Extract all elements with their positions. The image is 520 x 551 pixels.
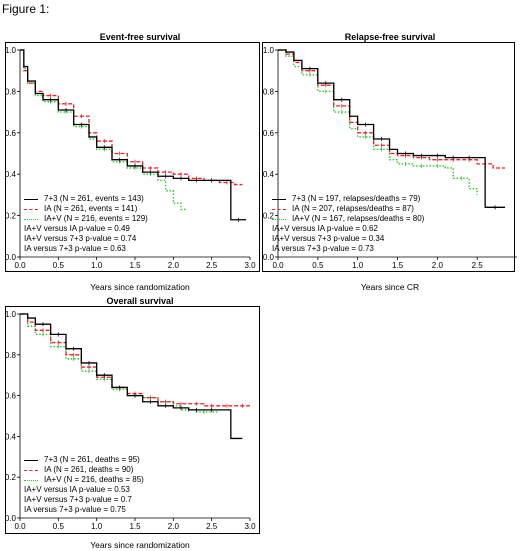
plot-frame	[5, 42, 260, 272]
legend-item-ia-v: IA+V (N = 167, relapses/deaths = 80)	[272, 214, 424, 224]
plot-frame	[262, 42, 515, 272]
y-tick-label: 0.2	[5, 212, 17, 221]
legend-line-dotted	[24, 479, 38, 481]
legend: 7+3 (N = 261, events = 143) IA (N = 261,…	[24, 194, 148, 254]
p-value-text: IA versus 7+3 p-value = 0.73	[272, 244, 374, 253]
plot-frame	[5, 306, 260, 534]
legend-label: IA+V (N = 216, events = 129)	[44, 214, 148, 223]
legend-item-7-3: 7+3 (N = 197, relapses/deaths = 79)	[272, 194, 424, 204]
x-axis-label: Years since CR	[360, 282, 420, 292]
y-tick-label: 0.0	[5, 253, 17, 262]
legend-label: IA+V (N = 167, relapses/deaths = 80)	[292, 214, 425, 223]
y-tick-label: 0.6	[5, 129, 17, 138]
p-value-text: IA versus 7+3 p-value = 0.75	[24, 505, 126, 514]
km-curve-ia-v	[20, 49, 186, 212]
km-curve-ia	[20, 49, 243, 186]
x-tick-label: 2.0	[168, 522, 180, 531]
legend-line-dotted	[24, 218, 38, 220]
p-value-text: IA+V versus IA p-value = 0.62	[272, 224, 378, 233]
legend-item-7-3: 7+3 (N = 261, deaths = 95)	[24, 455, 144, 465]
y-tick-label: 0.0	[263, 253, 275, 262]
y-tick-label: 0.4	[263, 170, 275, 179]
x-tick-label: 2.0	[168, 261, 180, 270]
p-value-text: IA+V versus 7+3 p-value = 0.7	[24, 495, 132, 504]
p-value-text: IA+V versus IA p-value = 0.49	[24, 224, 130, 233]
x-tick-label: 1.0	[91, 522, 103, 531]
x-tick-label: 3.0	[244, 522, 256, 531]
legend-item-ia: IA (N = 207, relapses/deaths = 87)	[272, 204, 424, 214]
legend-label: 7+3 (N = 261, events = 143)	[44, 194, 144, 203]
p-value-text: IA versus 7+3 p-value = 0.63	[24, 244, 126, 253]
legend-label: 7+3 (N = 197, relapses/deaths = 79)	[292, 194, 421, 203]
x-tick-label: 2.5	[472, 261, 484, 270]
legend-line-solid	[24, 198, 38, 200]
km-curve-ia	[278, 49, 506, 169]
y-tick-label: 0.8	[263, 87, 275, 96]
x-tick-label: 0.5	[312, 261, 324, 270]
y-tick-label: 0.8	[5, 87, 17, 96]
x-tick-label: 2.0	[432, 261, 444, 270]
x-tick-label: 1.5	[392, 261, 404, 270]
legend-item-ia: IA (N = 261, events = 141)	[24, 204, 148, 214]
y-tick-label: 0.4	[5, 170, 17, 179]
legend-label: 7+3 (N = 261, deaths = 95)	[44, 455, 140, 464]
legend-item-ia-v: IA+V (N = 216, deaths = 85)	[24, 475, 144, 485]
legend-item-7-3: 7+3 (N = 261, events = 143)	[24, 194, 148, 204]
y-tick-label: 0.8	[5, 351, 17, 360]
km-plot-event-free: 0.0 0.2 0.4 0.6 0.8 1.0 0.0 0.5 1.0 1.5 2.0 2.5 3.0	[5, 46, 256, 270]
legend-label: IA (N = 207, relapses/deaths = 87)	[292, 204, 414, 213]
x-tick-label: 3.0	[244, 261, 256, 270]
x-axis-label: Years since randomization	[90, 282, 190, 292]
y-tick-label: 0.0	[5, 514, 17, 523]
p-value-text: IA+V versus IA p-value = 0.53	[24, 485, 130, 494]
y-tick-label: 1.0	[263, 46, 275, 55]
x-tick-label: 0.5	[53, 261, 65, 270]
legend-label: IA (N = 261, events = 141)	[44, 204, 138, 213]
legend-line-dashed	[272, 208, 286, 210]
y-tick-label: 0.4	[5, 432, 17, 441]
x-tick-label: 1.0	[91, 261, 103, 270]
legend-label: IA (N = 261, deaths = 90)	[44, 465, 134, 474]
panel-title: Event-free survival	[99, 32, 181, 42]
y-tick-label: 0.6	[263, 129, 275, 138]
legend: 7+3 (N = 261, deaths = 95) IA (N = 261, …	[24, 455, 144, 515]
x-tick-label: 0.5	[53, 522, 65, 531]
y-tick-label: 1.0	[5, 46, 17, 55]
km-plot-relapse-free: 0.0 0.2 0.4 0.6 0.8 1.0 0.0 0.5 1.0 1.5 2.0 2.5	[263, 46, 517, 270]
legend-line-dotted	[272, 218, 286, 220]
legend: 7+3 (N = 197, relapses/deaths = 79) IA (…	[272, 194, 424, 254]
km-curve-ia-v	[20, 313, 220, 413]
x-tick-label: 2.5	[206, 261, 218, 270]
y-tick-label: 0.6	[5, 392, 17, 401]
legend-label: IA+V (N = 216, deaths = 85)	[44, 475, 144, 484]
x-tick-label: 1.0	[352, 261, 364, 270]
x-axis-label: Years since randomization	[90, 540, 190, 550]
x-tick-label: 1.5	[129, 261, 141, 270]
x-tick-label: 0.0	[14, 522, 26, 531]
p-value-text: IA+V versus 7+3 p-value = 0.34	[272, 234, 385, 243]
km-curve-ia-v	[278, 49, 478, 195]
legend-item-ia: IA (N = 261, deaths = 90)	[24, 465, 144, 475]
km-plot-overall: 0.0 0.2 0.4 0.6 0.8 1.0 0.0 0.5 1.0 1.5 2.0 2.5 3.0	[5, 310, 256, 531]
y-tick-label: 1.0	[5, 310, 17, 319]
x-tick-label: 0.0	[272, 261, 284, 270]
legend-line-solid	[272, 198, 286, 200]
x-tick-label: 1.5	[129, 522, 141, 531]
km-curve-7-3	[20, 313, 243, 440]
legend-item-ia-v: IA+V (N = 216, events = 129)	[24, 214, 148, 224]
p-value-text: IA+V versus 7+3 p-value = 0.74	[24, 234, 137, 243]
y-tick-label: 0.2	[263, 212, 275, 221]
x-tick-label: 2.5	[206, 522, 218, 531]
x-tick-label: 0.0	[14, 261, 26, 270]
y-tick-label: 0.2	[5, 473, 17, 482]
figure-title: Figure 1:	[2, 2, 50, 16]
legend-line-solid	[24, 459, 38, 461]
panel-title: Relapse-free survival	[344, 32, 436, 42]
panel-title: Overall survival	[106, 296, 174, 306]
legend-line-dashed	[24, 208, 38, 210]
km-curve-7-3	[278, 49, 506, 208]
legend-line-dashed	[24, 469, 38, 471]
